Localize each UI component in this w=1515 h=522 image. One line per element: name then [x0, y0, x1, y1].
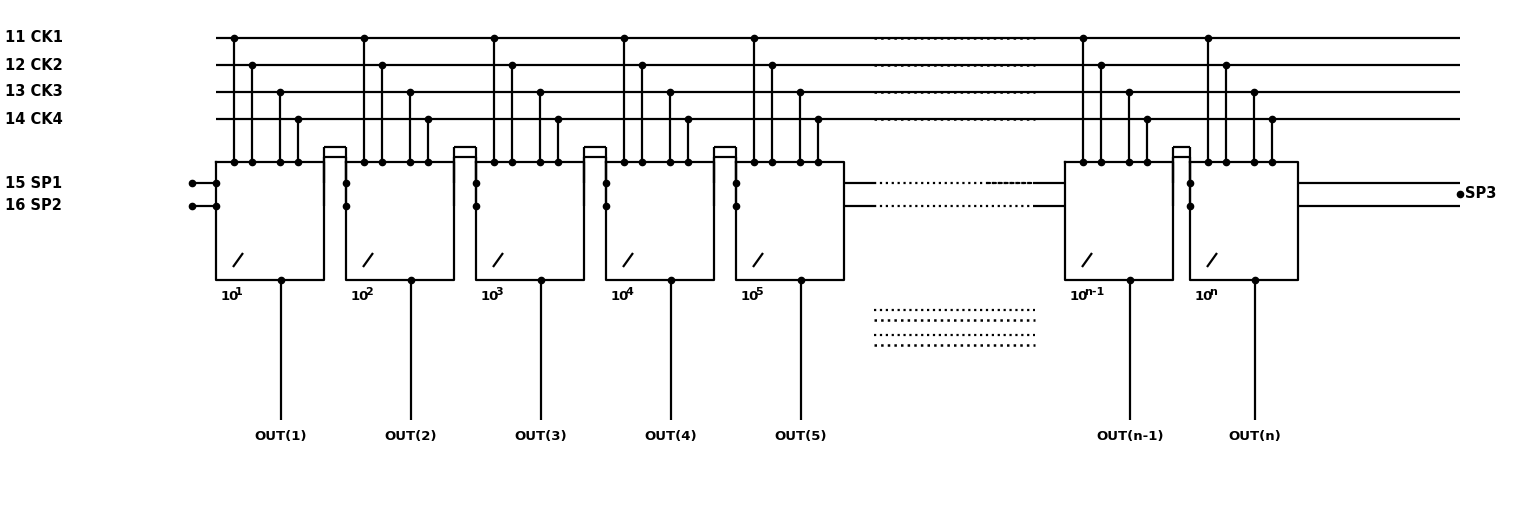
Text: 10: 10: [1070, 290, 1088, 303]
Text: 12 CK2: 12 CK2: [5, 57, 62, 73]
Text: n-1: n-1: [1085, 287, 1104, 297]
Text: OUT(4): OUT(4): [645, 430, 697, 443]
Text: n: n: [1209, 287, 1217, 297]
Text: 4: 4: [626, 287, 633, 297]
Text: 10: 10: [741, 290, 759, 303]
Text: OUT(n): OUT(n): [1229, 430, 1282, 443]
Text: OUT(5): OUT(5): [774, 430, 827, 443]
Text: OUT(1): OUT(1): [255, 430, 308, 443]
Text: 2: 2: [365, 287, 373, 297]
Text: 1: 1: [235, 287, 242, 297]
Text: 16 SP2: 16 SP2: [5, 198, 62, 213]
Text: 11 CK1: 11 CK1: [5, 30, 64, 45]
Text: 10: 10: [480, 290, 500, 303]
Text: 10: 10: [611, 290, 629, 303]
Text: OUT(n-1): OUT(n-1): [1097, 430, 1164, 443]
Text: 13 CK3: 13 CK3: [5, 85, 62, 100]
Text: 14 CK4: 14 CK4: [5, 112, 62, 126]
Text: 15 SP1: 15 SP1: [5, 175, 62, 191]
Text: OUT(2): OUT(2): [385, 430, 438, 443]
Text: 10: 10: [1195, 290, 1214, 303]
Text: OUT(3): OUT(3): [515, 430, 567, 443]
Text: 5: 5: [754, 287, 762, 297]
Text: 3: 3: [495, 287, 503, 297]
Text: 10: 10: [221, 290, 239, 303]
Text: SP3: SP3: [1465, 186, 1497, 201]
Text: 10: 10: [351, 290, 370, 303]
